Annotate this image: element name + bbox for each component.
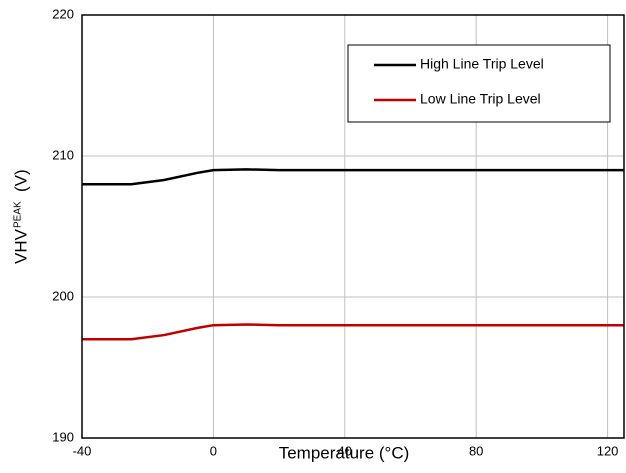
y-tick-label: 190 [52, 429, 74, 444]
series-line [82, 168, 624, 186]
legend-label: Low Line Trip Level [420, 91, 541, 107]
x-axis-title: Temperature (°C) [279, 443, 410, 462]
x-tick-label: 40 [338, 443, 352, 458]
lines [82, 168, 624, 341]
plot-frame [81, 14, 625, 439]
legend: High Line Trip Level Low Line Trip Level [347, 44, 611, 123]
y-title-sub: PEAK [13, 201, 24, 228]
y-axis-title: VHV PEAK (V) [11, 169, 30, 264]
x-tick-label: 80 [469, 443, 483, 458]
y-tick-label: 210 [52, 147, 74, 162]
y-tick-label: 200 [52, 288, 74, 303]
y-title-unit: (V) [11, 169, 30, 192]
y-tick-label: 220 [52, 6, 74, 21]
legend-box [347, 44, 611, 123]
legend-label: High Line Trip Level [420, 56, 544, 72]
series-line [82, 323, 624, 341]
x-tick-label: -40 [73, 443, 92, 458]
x-tick-label: 0 [210, 443, 217, 458]
x-tick-label: 120 [597, 443, 619, 458]
y-title-main: VHV [11, 228, 30, 264]
